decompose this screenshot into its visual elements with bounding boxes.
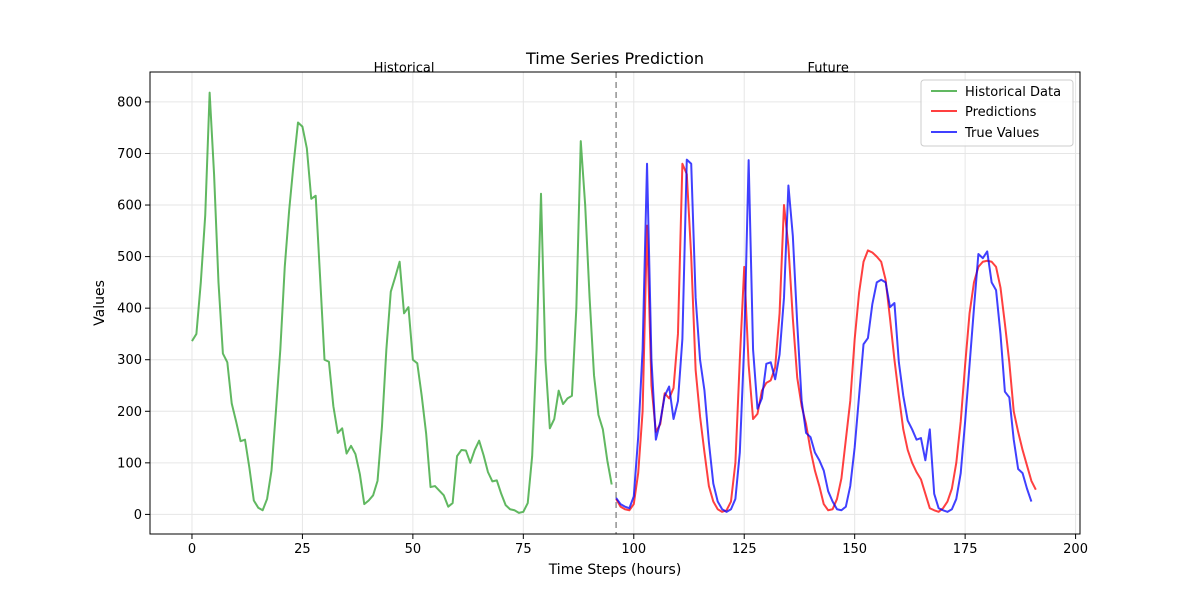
y-axis-title: Values: [92, 280, 108, 326]
legend-box: [920, 79, 1074, 147]
x-tick-label: 200: [1063, 542, 1088, 557]
plot-frame: [149, 71, 1081, 535]
y-tick-label: 400: [117, 302, 142, 317]
x-tick-label: 75: [515, 542, 532, 557]
historical-data-line: [191, 91, 613, 514]
y-axis: 0 100 200 300 400 500 600 700 800: [117, 95, 150, 523]
chart-title: Time Series Prediction: [525, 49, 704, 68]
grid: [150, 72, 1080, 534]
x-axis-title: Time Steps (hours): [548, 562, 682, 578]
legend-label-predictions: Predictions: [965, 105, 1037, 120]
x-tick-label: 100: [621, 542, 646, 557]
y-tick-label: 600: [117, 199, 142, 214]
legend: Historical Data Predictions True Values: [920, 79, 1074, 147]
y-tick-label: 100: [117, 456, 142, 471]
y-tick-label: 300: [117, 353, 142, 368]
x-tick-label: 125: [732, 542, 757, 557]
series-lines: [191, 91, 1037, 514]
y-tick-label: 700: [117, 147, 142, 162]
x-axis: 0 25 50 75 100 125 150 175 200: [188, 534, 1088, 557]
annotation-historical: Historical: [374, 61, 435, 76]
x-tick-label: 150: [842, 542, 867, 557]
x-tick-label: 25: [294, 542, 311, 557]
x-tick-label: 0: [188, 542, 196, 557]
y-tick-label: 500: [117, 250, 142, 265]
true-values-line: [615, 158, 1033, 513]
predictions-line: [615, 162, 1037, 513]
x-tick-label: 175: [953, 542, 978, 557]
y-tick-label: 800: [117, 95, 142, 110]
y-tick-label: 200: [117, 405, 142, 420]
legend-label-historical: Historical Data: [965, 85, 1061, 100]
annotation-future: Future: [807, 61, 848, 76]
y-tick-label: 0: [134, 508, 142, 523]
x-tick-label: 50: [405, 542, 422, 557]
legend-label-true-values: True Values: [964, 126, 1039, 141]
